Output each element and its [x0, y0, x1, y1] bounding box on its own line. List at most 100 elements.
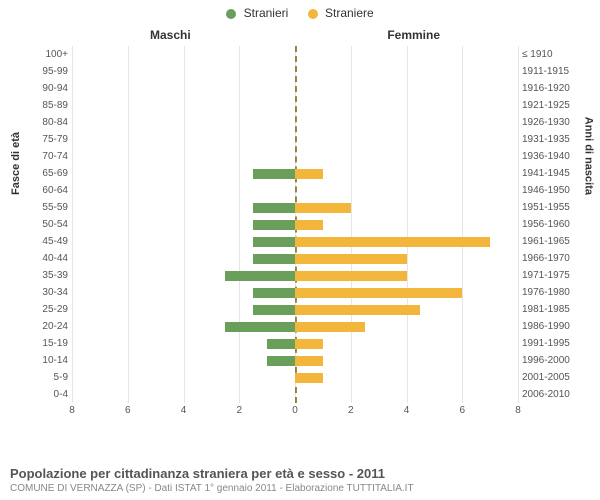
gridline [518, 46, 519, 403]
bar-male [253, 305, 295, 315]
age-row: 50-541956-1960 [72, 216, 518, 233]
birth-year-label: 1966-1970 [522, 254, 578, 264]
bar-male [267, 339, 295, 349]
bar-female [295, 254, 407, 264]
bar-female [295, 271, 407, 281]
legend-item-male: Stranieri [226, 6, 288, 20]
bar-female [295, 322, 365, 332]
x-tick-label: 6 [125, 405, 131, 416]
legend-label-male: Stranieri [244, 6, 289, 20]
bar-male [253, 203, 295, 213]
x-tick-label: 4 [404, 405, 410, 416]
bar-male [253, 254, 295, 264]
birth-year-label: 1961-1965 [522, 237, 578, 247]
population-pyramid-chart: Stranieri Straniere Maschi Femmine Fasce… [0, 0, 600, 500]
birth-year-label: 1921-1925 [522, 101, 578, 111]
age-label: 45-49 [32, 237, 68, 247]
birth-year-label: 2006-2010 [522, 390, 578, 400]
age-label: 10-14 [32, 356, 68, 366]
age-row: 25-291981-1985 [72, 301, 518, 318]
age-row: 65-691941-1945 [72, 165, 518, 182]
bar-male [253, 288, 295, 298]
chart-footer: Popolazione per cittadinanza straniera p… [10, 466, 590, 494]
legend-label-female: Straniere [325, 6, 374, 20]
bar-female [295, 220, 323, 230]
bar-female [295, 305, 420, 315]
bar-female [295, 356, 323, 366]
age-label: 75-79 [32, 135, 68, 145]
x-axis: 864202468 [72, 405, 518, 421]
age-label: 20-24 [32, 322, 68, 332]
birth-year-label: 1971-1975 [522, 271, 578, 281]
age-label: 5-9 [32, 373, 68, 383]
birth-year-label: 1956-1960 [522, 220, 578, 230]
bar-male [267, 356, 295, 366]
bar-female [295, 237, 490, 247]
age-row: 80-841926-1930 [72, 114, 518, 131]
age-label: 65-69 [32, 169, 68, 179]
bar-female [295, 169, 323, 179]
age-row: 95-991911-1915 [72, 63, 518, 80]
column-header-female: Femmine [387, 28, 440, 42]
bar-male [253, 237, 295, 247]
plot-area: Fasce di età Anni di nascita 864202468 1… [72, 46, 518, 403]
birth-year-label: 1931-1935 [522, 135, 578, 145]
age-row: 85-891921-1925 [72, 97, 518, 114]
legend-swatch-female [308, 9, 318, 19]
y-axis-title-right: Anni di nascita [582, 116, 594, 194]
birth-year-label: 1981-1985 [522, 305, 578, 315]
age-row: 35-391971-1975 [72, 267, 518, 284]
chart-title: Popolazione per cittadinanza straniera p… [10, 466, 590, 481]
age-row: 60-641946-1950 [72, 182, 518, 199]
y-axis-title-left: Fasce di età [10, 132, 22, 195]
x-tick-label: 4 [181, 405, 187, 416]
age-label: 35-39 [32, 271, 68, 281]
x-tick-label: 2 [348, 405, 354, 416]
birth-year-label: 1946-1950 [522, 186, 578, 196]
age-row: 40-441966-1970 [72, 250, 518, 267]
legend-swatch-male [226, 9, 236, 19]
age-row: 10-141996-2000 [72, 352, 518, 369]
column-header-male: Maschi [150, 28, 191, 42]
bar-male [225, 322, 295, 332]
age-row: 55-591951-1955 [72, 199, 518, 216]
legend-item-female: Straniere [308, 6, 374, 20]
age-label: 40-44 [32, 254, 68, 264]
age-label: 25-29 [32, 305, 68, 315]
birth-year-label: 1936-1940 [522, 152, 578, 162]
age-row: 45-491961-1965 [72, 233, 518, 250]
bar-female [295, 339, 323, 349]
birth-year-label: 1916-1920 [522, 84, 578, 94]
age-label: 55-59 [32, 203, 68, 213]
age-label: 100+ [32, 50, 68, 60]
age-label: 0-4 [32, 390, 68, 400]
age-label: 15-19 [32, 339, 68, 349]
bar-female [295, 203, 351, 213]
bar-male [225, 271, 295, 281]
age-label: 95-99 [32, 67, 68, 77]
age-row: 20-241986-1990 [72, 318, 518, 335]
age-row: 0-42006-2010 [72, 386, 518, 403]
age-label: 90-94 [32, 84, 68, 94]
age-row: 75-791931-1935 [72, 131, 518, 148]
age-row: 5-92001-2005 [72, 369, 518, 386]
birth-year-label: 1941-1945 [522, 169, 578, 179]
age-label: 60-64 [32, 186, 68, 196]
birth-year-label: 1976-1980 [522, 288, 578, 298]
age-row: 70-741936-1940 [72, 148, 518, 165]
birth-year-label: 2001-2005 [522, 373, 578, 383]
bar-male [253, 220, 295, 230]
x-tick-label: 8 [515, 405, 521, 416]
x-tick-label: 6 [459, 405, 465, 416]
age-label: 80-84 [32, 118, 68, 128]
birth-year-label: 1951-1955 [522, 203, 578, 213]
bar-female [295, 373, 323, 383]
bar-female [295, 288, 462, 298]
x-tick-label: 2 [236, 405, 242, 416]
age-row: 30-341976-1980 [72, 284, 518, 301]
age-label: 30-34 [32, 288, 68, 298]
age-label: 50-54 [32, 220, 68, 230]
age-row: 90-941916-1920 [72, 80, 518, 97]
birth-year-label: 1996-2000 [522, 356, 578, 366]
birth-year-label: 1991-1995 [522, 339, 578, 349]
